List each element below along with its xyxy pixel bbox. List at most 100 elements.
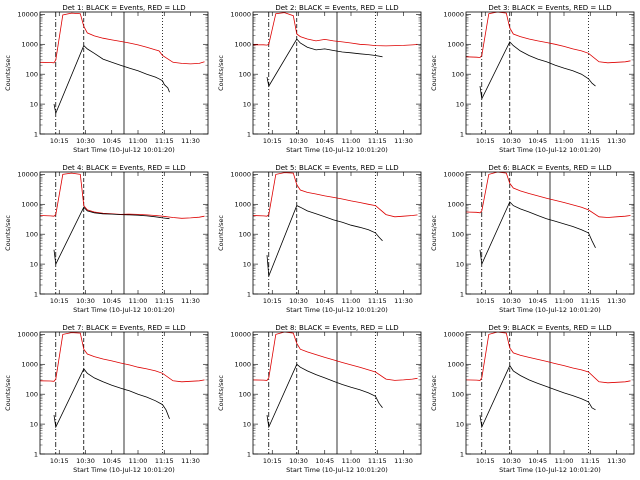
- detector-panel-7: Det 7: BLACK = Events, RED = LLD Counts/s…: [4, 324, 209, 474]
- y-axis-label: Counts/sec: [430, 375, 438, 411]
- y-tick-label: 1: [247, 290, 251, 298]
- x-tick-label: 10:15: [50, 137, 69, 145]
- y-tick-label: 1: [34, 130, 38, 138]
- x-tick-label: 10:15: [476, 457, 495, 465]
- y-tick-label: 10000: [443, 11, 464, 19]
- series-line-black: [266, 38, 383, 88]
- plot-frame: [39, 331, 209, 455]
- y-tick-label: 1000: [447, 361, 464, 369]
- plot-area: [253, 172, 418, 294]
- x-tick-label: 10:15: [50, 297, 69, 305]
- detector-panel-2: Det 2: BLACK = Events, RED = LLD Counts/s…: [217, 4, 422, 154]
- x-tick-label: 11:30: [607, 457, 626, 465]
- x-tick-label: 10:45: [315, 457, 334, 465]
- x-tick-label: 10:45: [315, 137, 334, 145]
- x-tick-label: 11:15: [155, 297, 174, 305]
- y-tick-label: 1000: [447, 41, 464, 49]
- series-line-black: [53, 368, 170, 429]
- plot-area: [40, 172, 205, 294]
- panel-title: Det 2: BLACK = Events, RED = LLD: [275, 4, 398, 12]
- plot-frame: [252, 171, 422, 295]
- panel-title: Det 7: BLACK = Events, RED = LLD: [62, 324, 185, 332]
- y-tick-label: 1000: [234, 41, 251, 49]
- y-tick-label: 1: [34, 290, 38, 298]
- x-tick-label: 10:30: [289, 137, 308, 145]
- y-tick-label: 100: [26, 390, 38, 398]
- x-tick-label: 11:00: [342, 457, 361, 465]
- y-tick-label: 10: [30, 420, 38, 428]
- y-tick-label: 10000: [230, 331, 251, 339]
- x-tick-label: 10:30: [502, 297, 521, 305]
- y-tick-label: 1: [460, 450, 464, 458]
- x-tick-label: 10:30: [76, 297, 95, 305]
- y-tick-label: 1000: [234, 361, 251, 369]
- panel-title: Det 6: BLACK = Events, RED = LLD: [488, 164, 611, 172]
- x-tick-label: 11:30: [607, 137, 626, 145]
- series-line-black: [479, 364, 596, 429]
- y-axis-label: Counts/sec: [430, 215, 438, 251]
- series-line-red: [40, 172, 205, 219]
- x-tick-label: 11:00: [129, 297, 148, 305]
- series-line-red: [466, 12, 631, 64]
- x-tick-label: 10:15: [263, 137, 282, 145]
- x-tick-label: 11:30: [394, 297, 413, 305]
- x-axis-label: Start Time (10-Jul-12 10:01:20): [286, 146, 388, 154]
- y-tick-label: 100: [239, 70, 251, 78]
- plot-area: [253, 332, 418, 454]
- x-tick-label: 10:30: [502, 137, 521, 145]
- series-line-red: [466, 172, 631, 218]
- series-line-black: [53, 206, 170, 266]
- y-tick-label: 10000: [17, 171, 38, 179]
- panel-title: Det 5: BLACK = Events, RED = LLD: [275, 164, 398, 172]
- y-tick-label: 1: [34, 450, 38, 458]
- x-tick-label: 11:15: [581, 297, 600, 305]
- x-tick-label: 10:45: [102, 137, 121, 145]
- x-tick-label: 10:45: [528, 297, 547, 305]
- series-line-black: [479, 41, 596, 101]
- plot-frame: [39, 11, 209, 135]
- detector-panel-8: Det 8: BLACK = Events, RED = LLD Counts/s…: [217, 324, 422, 474]
- x-tick-label: 10:15: [263, 297, 282, 305]
- y-tick-label: 1000: [21, 361, 38, 369]
- x-tick-label: 10:30: [76, 457, 95, 465]
- y-tick-label: 10: [456, 420, 464, 428]
- plot-frame: [39, 171, 209, 295]
- series-line-black: [266, 363, 383, 429]
- series-line-red: [253, 332, 418, 381]
- y-tick-label: 1: [247, 450, 251, 458]
- y-tick-label: 10: [456, 100, 464, 108]
- x-tick-label: 11:15: [368, 297, 387, 305]
- x-tick-label: 10:15: [50, 457, 69, 465]
- detector-panel-5: Det 5: BLACK = Events, RED = LLD Counts/s…: [217, 164, 422, 314]
- y-tick-label: 1: [460, 290, 464, 298]
- plot-area: [466, 12, 631, 134]
- y-tick-label: 1000: [447, 201, 464, 209]
- plot-frame: [252, 331, 422, 455]
- y-tick-label: 10: [30, 100, 38, 108]
- series-line-black: [479, 201, 596, 266]
- x-tick-label: 10:45: [528, 137, 547, 145]
- x-tick-label: 11:30: [181, 297, 200, 305]
- x-tick-label: 11:00: [342, 137, 361, 145]
- y-axis-label: Counts/sec: [430, 55, 438, 91]
- x-tick-label: 11:30: [394, 457, 413, 465]
- plot-area: [466, 332, 631, 454]
- x-tick-label: 10:15: [476, 137, 495, 145]
- x-tick-label: 11:30: [607, 297, 626, 305]
- y-tick-label: 10: [456, 260, 464, 268]
- y-tick-label: 10: [243, 260, 251, 268]
- x-axis-label: Start Time (10-Jul-12 10:01:20): [499, 146, 601, 154]
- x-axis-label: Start Time (10-Jul-12 10:01:20): [73, 306, 175, 314]
- detector-panel-9: Det 9: BLACK = Events, RED = LLD Counts/s…: [430, 324, 635, 474]
- y-tick-label: 1000: [21, 201, 38, 209]
- x-tick-label: 11:15: [581, 457, 600, 465]
- x-tick-label: 11:00: [129, 457, 148, 465]
- series-line-black: [53, 44, 170, 115]
- y-axis-label: Counts/sec: [217, 55, 225, 91]
- series-line-red: [253, 172, 418, 218]
- x-tick-label: 11:00: [555, 297, 574, 305]
- plot-area: [253, 12, 418, 134]
- x-tick-label: 10:15: [476, 297, 495, 305]
- y-tick-label: 10000: [17, 11, 38, 19]
